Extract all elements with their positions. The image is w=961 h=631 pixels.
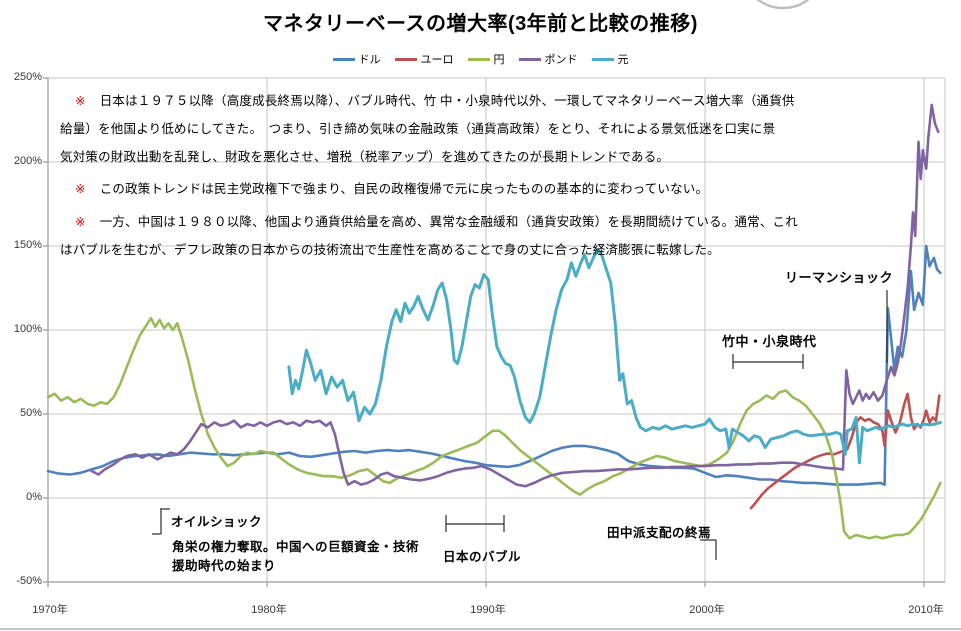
oil-shock-bracket xyxy=(152,508,170,535)
note-1-line-2: 給量）を他国より低めにしてきた。 つまり、引き締め気味の金融政策（通貨高政策）を… xyxy=(60,122,776,136)
note-marker: ※ xyxy=(75,94,86,108)
data-series-layer xyxy=(46,103,942,540)
series-line-円 xyxy=(46,316,942,540)
y-axis-tick-label: 0% xyxy=(26,491,42,503)
x-axis-tick-label: 1980年 xyxy=(251,604,287,616)
annotation-oil-shock: オイルショック xyxy=(171,515,263,529)
note-1-line-3: 気対策の財政出動を乱発し、財政を悪化させ、増税（税率アップ）を進めてきたのが長期… xyxy=(60,150,670,164)
japan-bubble-range-bracket xyxy=(445,515,505,532)
legend-label: ユーロ xyxy=(420,54,454,66)
x-axis-tick-label: 2010年 xyxy=(908,604,944,616)
note-text: 一方、中国は１９８０以降、他国より通貨供給量を高め、異常な金融緩和（通貨安政策）… xyxy=(99,215,798,229)
legend-item[interactable]: 円 xyxy=(467,51,505,67)
horizontal-gridlines xyxy=(48,77,945,499)
y-axis-tick-label: 250% xyxy=(13,71,42,83)
note-marker: ※ xyxy=(75,215,86,229)
annotation-kakuei-line-2: 援助時代の始まり xyxy=(172,559,277,573)
legend-line-swatch xyxy=(394,57,417,61)
y-axis-tick-label: 100% xyxy=(13,323,42,335)
note-1-line-1: ※ 日本は１９７５以降（高度成長終焉以降）、バブル時代、竹 中・小泉時代以外、一環… xyxy=(75,90,795,109)
legend-item[interactable]: ドル xyxy=(332,51,381,67)
legend: ドル ユーロ 円 ポンド 元 xyxy=(0,51,961,67)
series-line-元 xyxy=(287,247,942,465)
legend-label: ポンド xyxy=(544,54,578,66)
legend-item[interactable]: 元 xyxy=(591,51,629,67)
tanaka-pointer-bracket xyxy=(700,539,717,560)
chart-title: マネタリーベースの増大率(3年前と比較の推移) xyxy=(263,13,698,35)
legend-label: 元 xyxy=(617,54,629,66)
annotation-japan-bubble: 日本のバブル xyxy=(443,550,522,564)
y-axis-tick-label: 200% xyxy=(13,155,42,167)
y-axis-tick-label: 150% xyxy=(13,239,42,251)
series-line-ドル xyxy=(46,244,942,486)
corner-arc-decoration xyxy=(756,0,810,10)
series-line-ポンド xyxy=(90,103,940,488)
y-axis-tick-label: 50% xyxy=(19,407,42,419)
legend-line-swatch xyxy=(591,57,614,61)
note-3-line-2: はバブルを生むが、デフレ政策の日本からの技術流出で生産性を高めることで身の丈に合… xyxy=(60,243,720,257)
legend-label: ドル xyxy=(358,54,381,66)
annotation-takenaka-koizumi-era: 竹中・小泉時代 xyxy=(722,334,817,349)
annotation-kakuei-line-1: 角栄の権力奪取。中国への巨額資金・技術 xyxy=(172,540,420,554)
annotation-lehman-shock: リーマンショック xyxy=(785,270,894,285)
legend-label: 円 xyxy=(493,54,505,66)
legend-line-swatch xyxy=(467,57,490,61)
x-axis-tick-label: 1970年 xyxy=(32,604,68,616)
legend-line-swatch xyxy=(518,57,541,61)
note-marker: ※ xyxy=(75,182,86,196)
note-3-line-1: ※ 一方、中国は１９８０以降、他国より通貨供給量を高め、異常な金融緩和（通貨安政策… xyxy=(75,211,798,230)
note-2: ※ この政策トレンドは民主党政権下で強まり、自民の政権復帰で元に戻ったものの基本的… xyxy=(75,178,708,197)
x-axis-tick-label: 1990年 xyxy=(470,604,506,616)
takenaka-range-bracket xyxy=(732,354,804,369)
note-text: 日本は１９７５以降（高度成長終焉以降）、バブル時代、竹 中・小泉時代以外、一環し… xyxy=(99,94,795,108)
legend-item[interactable]: ポンド xyxy=(518,51,578,67)
axes xyxy=(43,77,945,587)
annotation-tanaka-faction-end: 田中派支配の終焉 xyxy=(607,526,712,540)
note-text: この政策トレンドは民主党政権下で強まり、自民の政権復帰で元に戻ったものの基本的に… xyxy=(99,182,709,196)
y-axis-tick-label: -50% xyxy=(16,575,42,587)
vertical-gridlines xyxy=(266,78,946,582)
x-axis-tick-label: 2000年 xyxy=(689,604,725,616)
legend-item[interactable]: ユーロ xyxy=(394,51,454,67)
legend-line-swatch xyxy=(332,57,355,61)
annotation-shapes xyxy=(152,290,888,560)
